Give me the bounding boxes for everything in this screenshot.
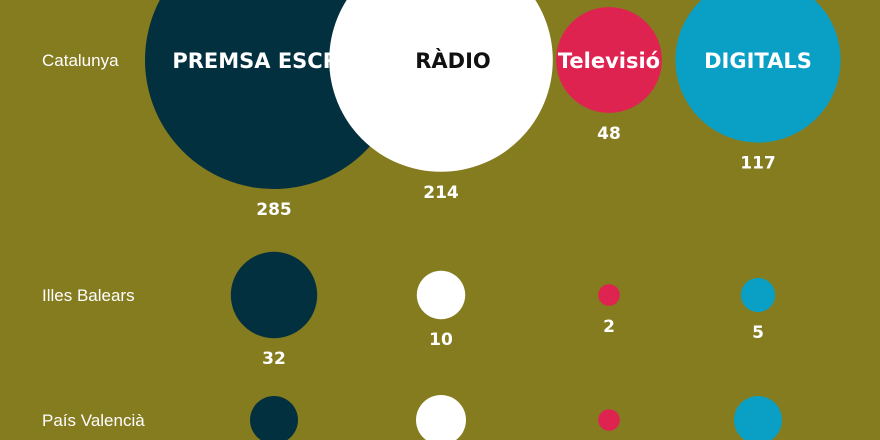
bubble-illes-balears-televisio	[598, 284, 620, 306]
value-label-illes-balears-premsa-escrita: 32	[262, 349, 286, 369]
value-label-illes-balears-radio: 10	[429, 330, 453, 350]
bubble-catalunya-televisio	[556, 7, 662, 113]
bubble-illes-balears-radio	[416, 270, 466, 320]
value-label-catalunya-radio: 214	[423, 183, 459, 203]
bubble-catalunya-digitals	[675, 0, 841, 143]
category-label-radio: RÀDIO	[415, 48, 491, 73]
category-label-digitals: DIGITALS	[704, 49, 812, 73]
value-label-catalunya-digitals: 117	[740, 154, 776, 174]
value-label-illes-balears-digitals: 5	[752, 323, 764, 343]
bubble-pais-valencia-premsa-escrita	[250, 396, 298, 440]
bubble-pais-valencia-televisio	[598, 409, 620, 431]
bubble-catalunya-radio	[329, 0, 553, 172]
value-label-illes-balears-televisio: 2	[603, 317, 615, 337]
region-label-illes-balears: Illes Balears	[42, 286, 135, 305]
bubble-pais-valencia-digitals	[734, 396, 782, 440]
value-label-catalunya-televisio: 48	[597, 124, 621, 144]
bubble-illes-balears-premsa-escrita	[230, 251, 318, 339]
value-label-catalunya-premsa-escrita: 285	[256, 200, 292, 220]
category-label-televisio: Televisió	[558, 49, 660, 73]
bubble-illes-balears-digitals	[740, 277, 776, 313]
bubbles-layer	[145, 0, 841, 440]
bubble-pais-valencia-radio	[416, 395, 466, 440]
region-label-pais-valencia: País Valencià	[42, 411, 145, 430]
region-label-catalunya: Catalunya	[42, 51, 119, 70]
category-label-premsa-escrita: PREMSA ESCRITA	[172, 49, 376, 73]
